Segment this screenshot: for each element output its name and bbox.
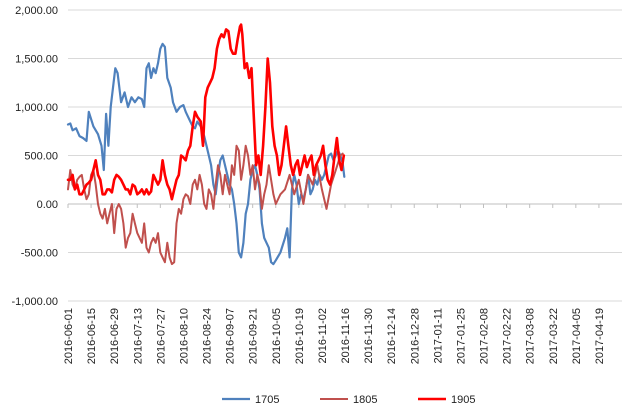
x-tick-label: 2016-06-15 — [86, 308, 98, 364]
legend-label: 1805 — [353, 394, 377, 406]
x-tick-label: 2017-02-22 — [502, 308, 514, 364]
series-line-1905 — [66, 23, 346, 201]
x-tick-label: 2016-12-14 — [386, 308, 398, 364]
x-tick-label: 2016-08-10 — [178, 308, 190, 364]
series-line-1705 — [66, 42, 346, 266]
x-tick-label: 2017-03-08 — [525, 308, 537, 364]
x-tick-label: 2017-04-19 — [594, 308, 606, 364]
y-axis: -1,000.00 -500.00 0.00 500.00 1,000.00 1,500.… — [12, 5, 58, 308]
x-tick-label: 2016-11-30 — [363, 308, 375, 363]
y-tick-label: -500.00 — [21, 248, 58, 260]
x-tick-label: 2016-12-28 — [409, 308, 421, 364]
y-tick-label: 1,000.00 — [15, 102, 58, 114]
x-tick-label: 2017-01-25 — [455, 308, 467, 364]
y-tick-label: 1,500.00 — [15, 54, 58, 66]
legend-label: 1705 — [255, 394, 279, 406]
legend-label: 1905 — [451, 394, 475, 406]
series-line-1805 — [67, 144, 344, 266]
x-tick-label: 2017-02-08 — [479, 308, 491, 364]
y-tick-label: -1,000.00 — [12, 296, 58, 308]
x-tick-label: 2016-08-24 — [202, 308, 214, 364]
x-tick-label: 2016-09-07 — [225, 308, 237, 364]
x-tick-label: 2016-07-13 — [132, 308, 144, 364]
series-lines — [66, 23, 346, 266]
x-tick-label: 2017-04-05 — [571, 308, 583, 364]
x-tick-label: 2017-01-11 — [432, 308, 444, 363]
x-tick-label: 2016-06-29 — [109, 308, 121, 364]
x-tick-label: 2016-11-02 — [317, 308, 329, 363]
legend: 1705 1805 1905 — [222, 394, 475, 406]
x-tick-label: 2016-11-16 — [340, 308, 352, 363]
y-tick-label: 0.00 — [37, 199, 58, 211]
x-tick-label: 2016-09-21 — [248, 308, 260, 364]
x-axis: 2016-06-01 2016-06-15 2016-06-29 2016-07-13… — [63, 204, 606, 364]
x-tick-label: 2016-10-19 — [294, 308, 306, 364]
x-tick-label: 2016-10-05 — [271, 308, 283, 364]
x-tick-label: 2017-03-22 — [548, 308, 560, 364]
x-tick-label: 2016-07-27 — [155, 308, 167, 364]
x-tick-label: 2016-06-01 — [63, 308, 75, 364]
y-tick-label: 2,000.00 — [15, 5, 58, 17]
y-tick-label: 500.00 — [24, 151, 58, 163]
